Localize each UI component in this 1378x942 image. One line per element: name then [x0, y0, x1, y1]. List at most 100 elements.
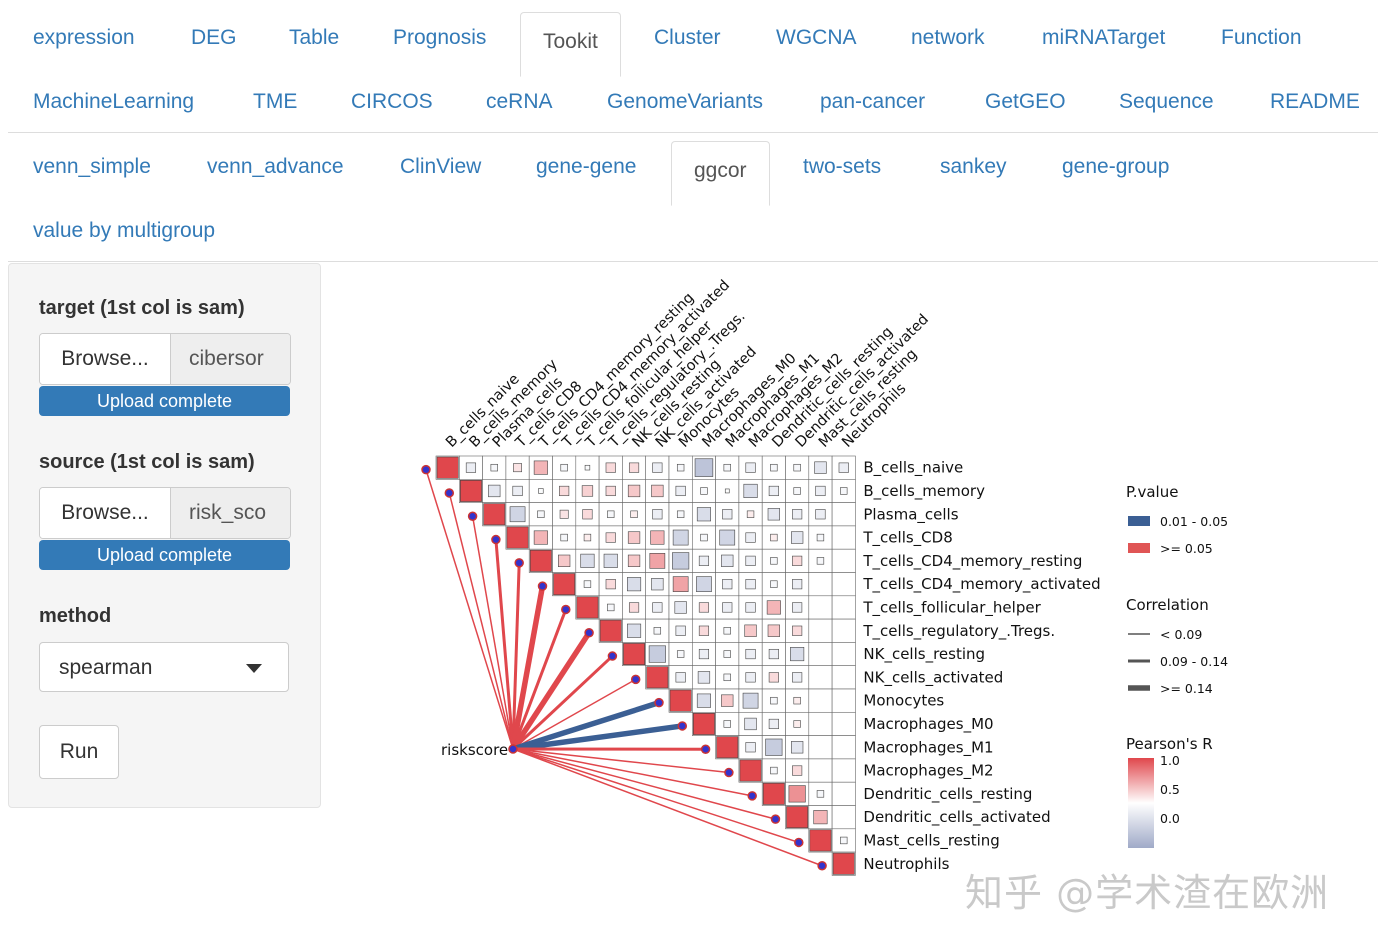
tab-cerna[interactable]: ceRNA: [486, 90, 553, 113]
heatmap-cell: [651, 578, 664, 591]
target-label: target (1st col is sam): [39, 297, 245, 319]
right-axis-label: Neutrophils: [863, 855, 949, 873]
subtab-gene-gene[interactable]: gene-gene: [536, 155, 637, 178]
heatmap-cell: [676, 463, 685, 472]
correlation-link: [512, 748, 753, 797]
heatmap-cell: [743, 483, 758, 498]
tab-getgeo[interactable]: GetGEO: [985, 90, 1066, 113]
right-axis-label: Mast_cells_resting: [863, 831, 999, 850]
tab-tookit[interactable]: Tookit: [520, 12, 621, 77]
heatmap-cell: [723, 650, 731, 658]
heatmap-cell: [650, 530, 665, 545]
heatmap-cell: [490, 463, 498, 472]
heatmap-cell: [815, 485, 826, 497]
heatmap-cell: [792, 579, 803, 590]
right-axis-label: T_cells_follicular_helper: [862, 598, 1041, 617]
right-axis-label: B_cells_memory: [863, 482, 985, 501]
tab-deg[interactable]: DEG: [191, 26, 237, 49]
target-file-input[interactable]: Browse... cibersor: [39, 333, 291, 385]
heatmap-cell: [745, 579, 756, 590]
heatmap-cell: [742, 692, 759, 709]
heatmap-cell: [791, 531, 804, 544]
source-browse-button[interactable]: Browse...: [40, 488, 171, 538]
heatmap-cell: [605, 462, 616, 473]
heatmap-cell: [509, 506, 526, 523]
tab-machinelearning[interactable]: MachineLearning: [33, 90, 195, 113]
subtab-venn-simple[interactable]: venn_simple: [33, 155, 151, 178]
tab-expression[interactable]: expression: [33, 26, 135, 49]
tab-network[interactable]: network: [911, 26, 985, 49]
target-browse-button[interactable]: Browse...: [40, 334, 171, 384]
heatmap-cell: [537, 510, 545, 518]
method-select[interactable]: spearman: [39, 642, 289, 692]
tab-readme[interactable]: README: [1270, 90, 1360, 113]
heatmap-cell: [627, 554, 641, 567]
heatmap-cell: [745, 532, 756, 543]
heatmap-cell: [576, 596, 599, 619]
heatmap-cell: [762, 782, 785, 805]
tab-tme[interactable]: TME: [253, 90, 298, 113]
correlation-link: [512, 748, 823, 867]
heatmap-cell: [599, 619, 622, 642]
run-button[interactable]: Run: [39, 725, 119, 779]
correlation-chart: B_cells_naive B_cells_memory Plasma_cells T…: [421, 277, 1228, 876]
legend-r-tick: 0.0: [1160, 811, 1180, 826]
heatmap-cell: [506, 526, 529, 549]
heatmap-cell: [788, 785, 806, 803]
heatmap-cell: [793, 696, 801, 705]
tab-function[interactable]: Function: [1221, 26, 1302, 49]
subtab-sankey[interactable]: sankey: [940, 155, 1007, 178]
heatmap-cell: [723, 627, 731, 635]
heatmap-cell: [533, 530, 548, 545]
subtab-two-sets[interactable]: two-sets: [803, 155, 882, 178]
heatmap-cell: [793, 463, 801, 472]
tab-genomevariants[interactable]: GenomeVariants: [607, 90, 764, 113]
source-label: riskscore: [441, 741, 508, 759]
heatmap-cell: [840, 836, 848, 845]
tab-circos[interactable]: CIRCOS: [351, 90, 433, 113]
tab-sequence[interactable]: Sequence: [1119, 90, 1214, 113]
heatmap-cell: [560, 533, 568, 542]
heatmap-cell: [816, 557, 825, 565]
main-nav-divider: [8, 132, 1378, 133]
heatmap-cell: [745, 555, 756, 566]
tab-table[interactable]: Table: [289, 26, 340, 49]
heatmap-cell: [770, 463, 778, 472]
tab-wgcna[interactable]: WGCNA: [776, 26, 857, 49]
sub-nav-row-2: value by multigroup: [8, 199, 1378, 263]
heatmap-cell: [697, 671, 711, 684]
source-file-input[interactable]: Browse... risk_sco: [39, 487, 291, 539]
heatmap-cell: [488, 484, 501, 498]
tab-mirnatarget[interactable]: miRNATarget: [1042, 26, 1166, 49]
heatmap-cell-border: [831, 665, 856, 690]
chevron-down-icon: [246, 664, 262, 673]
heatmap-cell: [692, 712, 715, 735]
tab-cluster[interactable]: Cluster: [654, 26, 721, 49]
heatmap-cell: [513, 463, 522, 473]
heatmap-cell: [770, 766, 778, 775]
heatmap-cell: [627, 623, 642, 638]
sidebar-panel: target (1st col is sam) Browse... cibers…: [8, 263, 321, 808]
subtab-clinview[interactable]: ClinView: [400, 155, 482, 178]
heatmap-cell: [792, 672, 803, 683]
subtab-gene-group[interactable]: gene-group: [1062, 155, 1170, 178]
subtab-ggcor[interactable]: ggcor: [671, 141, 770, 206]
heatmap-cell: [560, 463, 568, 472]
legend-r-title: Pearson's R: [1126, 735, 1213, 753]
tab-prognosis[interactable]: Prognosis: [393, 26, 487, 49]
heatmap-cell: [628, 602, 640, 613]
subtab-venn-advance[interactable]: venn_advance: [207, 155, 344, 178]
tab-pan-cancer[interactable]: pan-cancer: [820, 90, 926, 113]
heatmap-cell-border: [831, 548, 856, 573]
heatmap-cell: [698, 648, 710, 660]
heatmap-cell: [716, 736, 739, 759]
heatmap-cell-border: [808, 758, 833, 783]
heatmap-cell: [745, 672, 756, 683]
heatmap-cell: [627, 531, 641, 544]
heatmap-cell: [770, 557, 778, 565]
heatmap-cell-border: [831, 525, 856, 550]
subtab-value-by-multigroup[interactable]: value by multigroup: [33, 219, 216, 242]
link-node: [677, 721, 688, 731]
heatmap-cell: [770, 533, 778, 542]
right-axis-label: T_cells_CD4_memory_resting: [862, 552, 1082, 571]
